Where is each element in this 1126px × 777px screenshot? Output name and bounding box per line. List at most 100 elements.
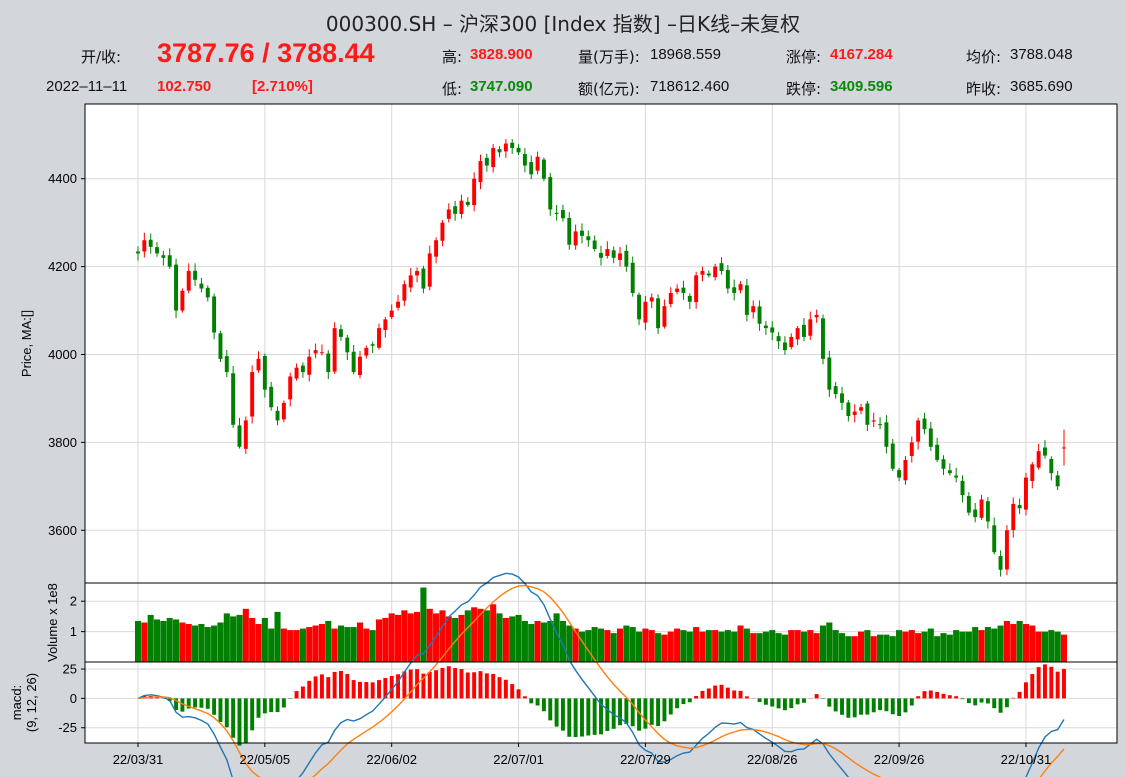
- macd-histogram-bar: [795, 698, 800, 705]
- macd-histogram-bar: [319, 674, 324, 699]
- volume-bar: [375, 619, 383, 662]
- volume-bar: [471, 607, 478, 662]
- candle-body: [548, 177, 553, 210]
- volume-bar: [1010, 624, 1017, 662]
- volume-bar: [597, 628, 605, 662]
- volume-bar: [934, 636, 941, 662]
- volume-bar: [509, 616, 516, 662]
- candle-body: [332, 328, 337, 372]
- macd-histogram-bar: [1004, 698, 1009, 708]
- candle-body: [954, 475, 959, 478]
- candle-body: [358, 356, 362, 376]
- macd-histogram-bar: [497, 677, 502, 699]
- macd-histogram-bar: [427, 671, 432, 699]
- volume-bar: [331, 628, 338, 662]
- macd-histogram-bar: [960, 698, 965, 700]
- xtick-label: 22/10/31: [1001, 752, 1052, 767]
- macd-histogram-bar: [656, 698, 661, 727]
- limit-down-label: 跌停:: [786, 80, 822, 98]
- volume-bar: [1054, 631, 1061, 662]
- candle-body: [992, 525, 997, 553]
- volume-bar: [363, 628, 370, 662]
- macd-histogram-bar: [681, 698, 686, 705]
- macd-histogram-bar: [300, 686, 305, 699]
- volume-bar: [629, 627, 636, 662]
- volume-bar: [249, 617, 256, 662]
- macd-histogram-bar: [713, 685, 718, 699]
- candle-body: [852, 411, 857, 415]
- volume-bar: [1029, 625, 1036, 662]
- volume-bar: [299, 628, 306, 662]
- volume-bar: [864, 630, 871, 662]
- volume-bar: [134, 620, 142, 662]
- candle-body: [326, 353, 331, 373]
- candle-body: [1023, 477, 1028, 510]
- candle-body: [941, 459, 946, 469]
- volume-bar: [559, 620, 566, 662]
- macd-histogram-bar: [408, 669, 413, 699]
- macd-histogram-bar: [637, 698, 642, 731]
- volume-bar: [680, 630, 687, 662]
- volume-bar: [578, 631, 586, 662]
- candle-body: [427, 253, 432, 287]
- candle-body: [922, 418, 927, 430]
- volume-bar: [312, 625, 319, 662]
- volume-bar: [1060, 634, 1068, 662]
- volume-bar: [236, 614, 243, 662]
- volume-bar: [851, 636, 858, 662]
- macd-histogram-bar: [611, 698, 616, 729]
- macd-histogram-bar: [592, 698, 597, 735]
- volume-bar: [566, 625, 573, 662]
- volume-bar: [356, 622, 364, 662]
- candle-body: [1043, 447, 1047, 456]
- volume-bar: [870, 636, 877, 662]
- macd-histogram-bar: [440, 667, 445, 699]
- volume-bar: [242, 608, 249, 662]
- macd-histogram-bar: [567, 698, 572, 737]
- volume-bar: [737, 625, 744, 662]
- volume-bar: [179, 622, 186, 662]
- macd-histogram-bar: [218, 698, 223, 722]
- candle-body: [459, 200, 464, 215]
- macd-histogram-bar: [237, 698, 242, 746]
- candle-body: [706, 273, 711, 276]
- candle-body: [294, 367, 299, 379]
- candle-body: [186, 270, 191, 291]
- candle-body: [808, 319, 813, 336]
- volume-bar: [414, 611, 421, 662]
- xtick-label: 22/03/31: [113, 752, 164, 767]
- macd-histogram-bar: [687, 698, 692, 703]
- panel-3-frame: [84, 661, 1118, 744]
- volume-bar: [464, 610, 471, 662]
- macd-histogram-bar: [434, 670, 439, 699]
- volume-bar: [769, 630, 776, 662]
- volume-bar: [445, 616, 452, 662]
- volume-bar: [781, 634, 788, 662]
- volume-bar: [185, 624, 192, 662]
- candle-body: [725, 270, 730, 289]
- macd-histogram-bar: [377, 680, 381, 699]
- volume-bar: [705, 630, 712, 662]
- volume-bar: [477, 608, 484, 662]
- macd-histogram-bar: [998, 698, 1003, 713]
- macd-histogram-bar: [275, 698, 280, 713]
- macd-histogram-bar: [738, 690, 743, 699]
- candle-body: [719, 263, 724, 271]
- macd-histogram-bar: [878, 698, 883, 711]
- candle-body: [751, 306, 756, 313]
- volume-bar: [902, 631, 909, 662]
- candle-body: [878, 424, 883, 426]
- volume-bar: [407, 613, 414, 662]
- macd-histogram-bar: [865, 698, 870, 715]
- volume-bar: [337, 625, 345, 662]
- candle-body: [859, 407, 864, 411]
- candle-body: [167, 255, 172, 267]
- volume-bar: [896, 630, 903, 662]
- candle-body: [776, 336, 781, 342]
- candle-body: [897, 470, 902, 478]
- macd-ytick-label: -25: [58, 720, 77, 735]
- candle-body: [694, 275, 699, 303]
- volume-bar: [718, 631, 725, 662]
- macd-histogram-bar: [630, 698, 635, 727]
- candle-body: [973, 509, 978, 518]
